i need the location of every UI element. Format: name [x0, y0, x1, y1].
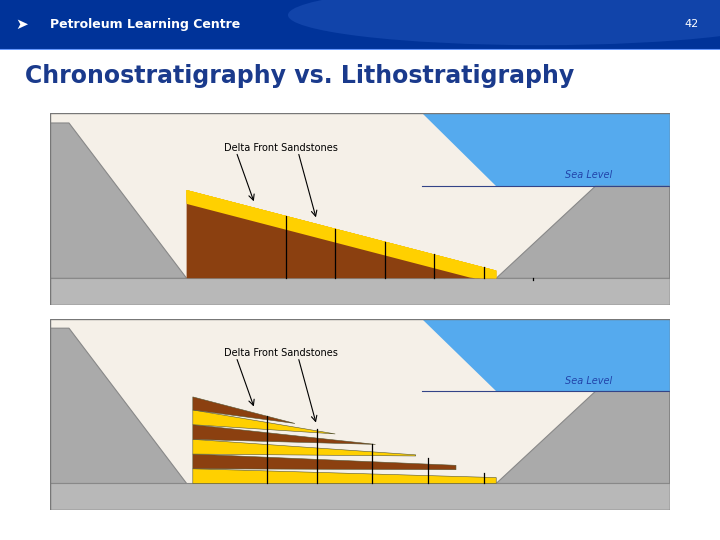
Polygon shape [496, 392, 670, 483]
Polygon shape [186, 190, 496, 278]
Text: Sea Level: Sea Level [565, 171, 613, 180]
Polygon shape [50, 483, 670, 510]
Polygon shape [193, 469, 496, 483]
Polygon shape [422, 113, 670, 186]
Text: Delta Front Sandstones: Delta Front Sandstones [224, 348, 338, 358]
Polygon shape [186, 190, 496, 278]
Polygon shape [193, 440, 415, 456]
Text: Petroleum Learning Centre: Petroleum Learning Centre [50, 18, 240, 31]
Polygon shape [50, 123, 186, 278]
Text: 42: 42 [684, 19, 698, 29]
Polygon shape [193, 397, 295, 423]
Polygon shape [50, 278, 670, 305]
Text: Chronostratigraphy vs. Lithostratigraphy: Chronostratigraphy vs. Lithostratigraphy [25, 64, 575, 88]
Polygon shape [496, 186, 670, 278]
Polygon shape [193, 454, 456, 470]
Text: ➤: ➤ [15, 17, 28, 32]
Polygon shape [186, 190, 496, 278]
Polygon shape [50, 328, 186, 483]
Polygon shape [193, 424, 376, 444]
Polygon shape [186, 190, 496, 278]
Polygon shape [193, 410, 336, 434]
Polygon shape [186, 190, 496, 278]
Ellipse shape [288, 0, 720, 45]
Polygon shape [422, 319, 670, 392]
Text: Sea Level: Sea Level [565, 376, 613, 386]
Text: Delta Front Sandstones: Delta Front Sandstones [224, 143, 338, 153]
Polygon shape [186, 191, 496, 278]
